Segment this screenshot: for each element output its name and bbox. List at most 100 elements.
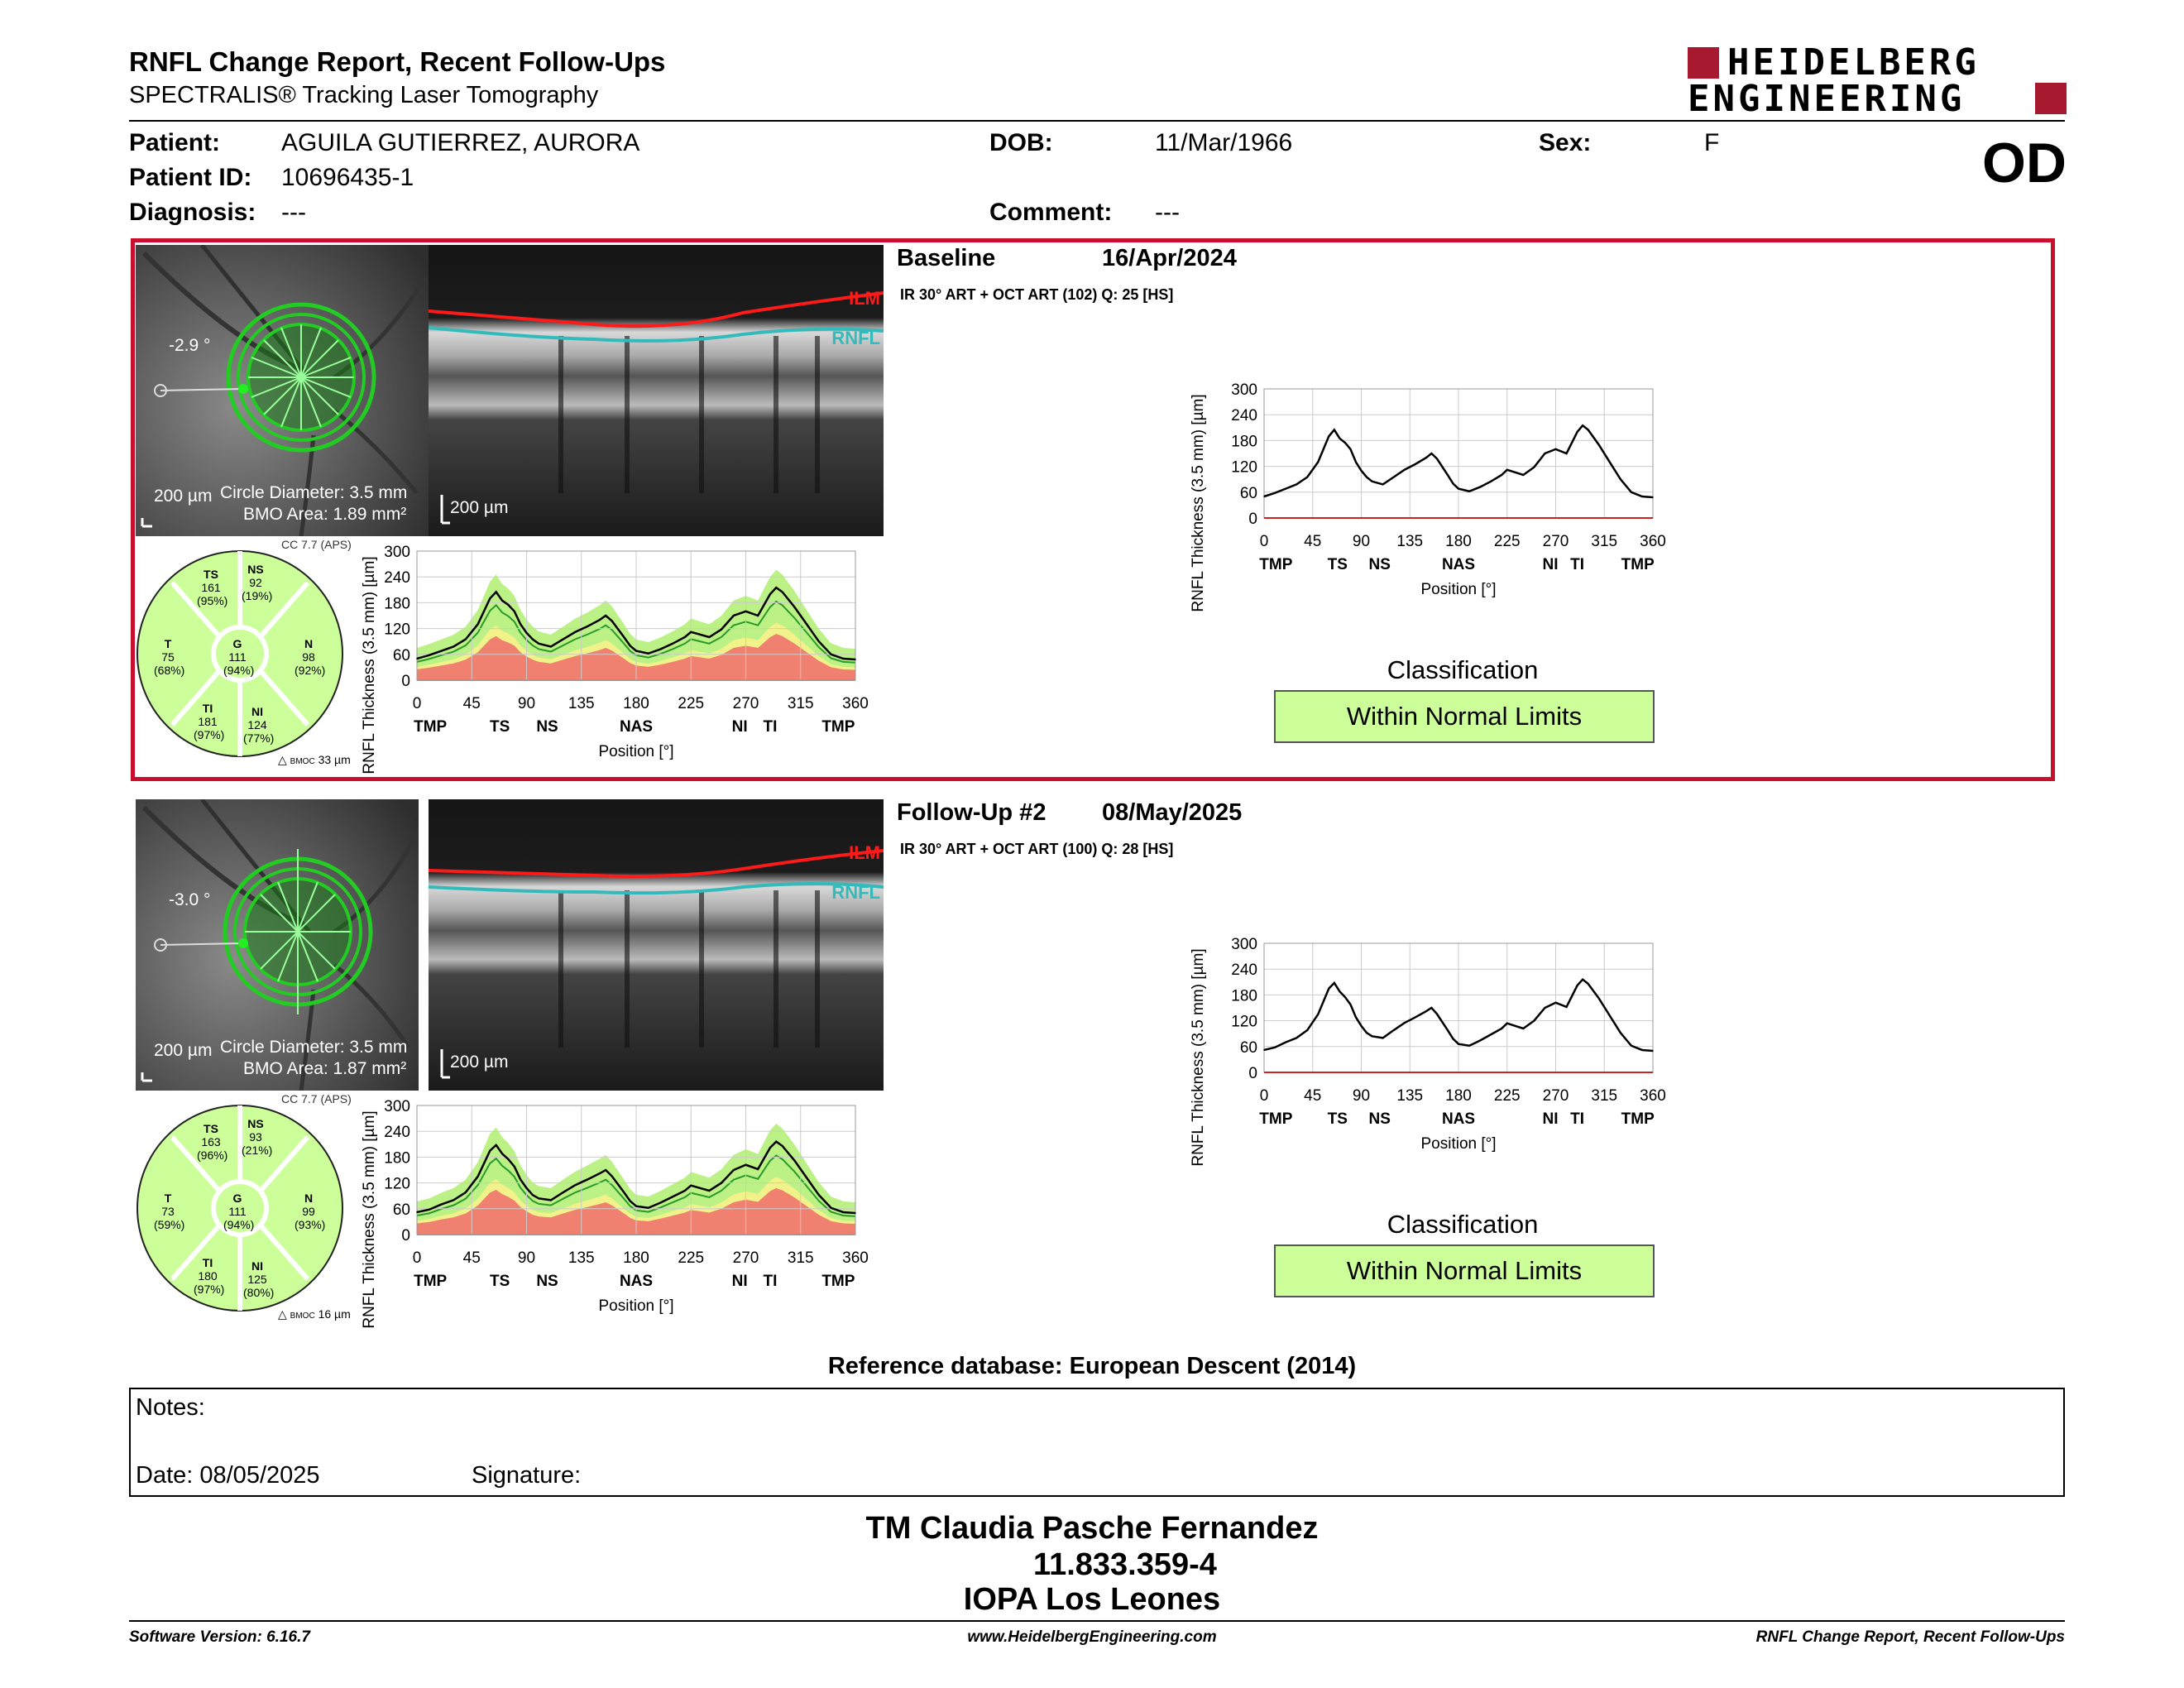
data-point [501,600,503,602]
y-tick-label: 240 [1231,961,1257,979]
data-point [1452,1038,1454,1040]
x-tick-label: 45 [463,695,481,712]
y-tick-label: 0 [1248,1065,1257,1082]
sector-axis-label: TS [490,718,510,736]
reference-database: Reference database: European Descent (20… [827,1353,1357,1379]
data-point [477,1176,479,1177]
data-point [1597,444,1600,446]
data-point [647,652,649,655]
data-point [1490,481,1492,482]
data-point [507,1158,510,1160]
data-point [1355,1016,1357,1019]
classification-result: Within Normal Limits [1274,1244,1655,1297]
x-axis-title: Position [°] [1420,581,1496,598]
data-point [745,611,747,612]
ir-fundus-image: -3.0 ° 200 µm Circle Diameter: 3.5 mm BM… [136,799,419,1091]
data-point [1274,492,1276,494]
data-point [1533,1019,1535,1022]
x-tick-label: 180 [1445,1087,1472,1105]
x-tick-label: 45 [1304,1087,1321,1105]
x-tick-label: 315 [1591,533,1617,550]
data-point [489,1149,491,1152]
data-point [440,1203,443,1206]
sector-axis-label: NI [732,1273,748,1290]
x-tick-label: 90 [1353,1087,1370,1105]
circle-diameter: Circle Diameter: 3.5 mm [220,483,408,502]
software-version: Software Version: 6.16.7 [129,1628,310,1646]
logo-line-2: ENGINEERING [1688,78,1966,120]
bmo-area: BMO Area: 1.89 mm² [243,505,407,524]
data-point [489,597,491,599]
dob-value: 11/Mar/1966 [1155,129,1293,156]
logo-red-square-2 [2035,83,2067,114]
cc-label: CC 7.7 (APS) [281,538,352,551]
data-point [605,1169,606,1171]
x-tick-label: 360 [842,695,869,712]
sector-n: N 98 (92%) [295,637,326,677]
data-point [453,1199,454,1201]
sector-g: G 111 (94%) [223,1192,255,1231]
y-axis-title: RNFL Thickness (3.5 mm) [µm] [361,1110,378,1328]
sector-n-value: 99 [302,1205,315,1218]
data-point [1436,458,1438,460]
sector-axis-label: TMP [1621,1110,1655,1128]
data-point [465,638,467,640]
sector-ts: TS 161 (95%) [197,568,228,607]
data-point [599,1172,601,1174]
chart-body: 0 60 120 180 240 300 0 45 90 135 180 225 270 315 360 TM… [361,544,869,774]
data-point [513,1166,515,1168]
data-point [842,658,845,659]
sector-t: T 75 (68%) [154,637,185,677]
oct-bscan-image: ILM RNFL 200 µm [429,245,884,536]
data-point [532,1194,534,1196]
y-tick-label: 60 [393,647,410,664]
diagnosis-value: --- [281,199,306,226]
data-point [611,620,613,622]
data-point [1263,1049,1265,1051]
data-point [507,604,510,606]
bmoc-offset: △ BMOC 33 µm [278,753,351,766]
baseline-frame [131,238,2055,781]
x-tick-label: 0 [1260,1087,1269,1105]
data-point [605,615,606,616]
exam-date: 08/May/2025 [1102,799,1243,826]
data-point [1360,470,1363,472]
sector-ti-pct: (97%) [194,728,225,741]
sector-ns-pct: (21%) [242,1144,273,1157]
classification-result: Within Normal Limits [1274,690,1655,743]
data-point [1506,468,1508,471]
data-point [1506,1022,1508,1024]
logo-red-square-1 [1688,47,1719,79]
x-tick-label: 225 [1494,1087,1521,1105]
fundus-svg [136,245,429,536]
data-point [855,1212,856,1214]
data-point [1382,483,1384,486]
x-tick-label: 0 [413,695,422,712]
data-point [574,1184,577,1186]
data-point [1620,1032,1621,1033]
sector-axis-label: TMP [821,1273,855,1290]
data-point [855,659,856,660]
y-tick-label: 0 [1248,511,1257,528]
data-point [781,1145,783,1147]
data-point [684,1190,686,1192]
data-point [1641,496,1643,497]
sector-ni-value: 125 [247,1273,267,1286]
data-point [775,1140,778,1143]
sector-axis-label: TMP [1259,556,1292,573]
x-tick-label: 360 [842,1249,869,1267]
data-point [1522,1028,1525,1029]
classification-label: Classification [1387,655,1539,684]
data-point [562,1192,564,1193]
data-point [1414,463,1416,465]
patient-label: Patient: [129,129,221,156]
chart-body: 0 60 120 180 240 300 0 45 90 135 180 225 270 315 360 TM… [361,1098,869,1329]
website-link[interactable]: www.HeidelbergEngineering.com [967,1628,1217,1646]
y-tick-label: 180 [384,595,410,612]
y-axis-title: RNFL Thickness (3.5 mm) [µm] [1190,948,1207,1166]
fundus-svg [136,799,419,1091]
data-point [623,636,625,638]
data-point [1554,1001,1557,1004]
dob-label: DOB: [989,129,1053,156]
data-point [623,1192,625,1193]
